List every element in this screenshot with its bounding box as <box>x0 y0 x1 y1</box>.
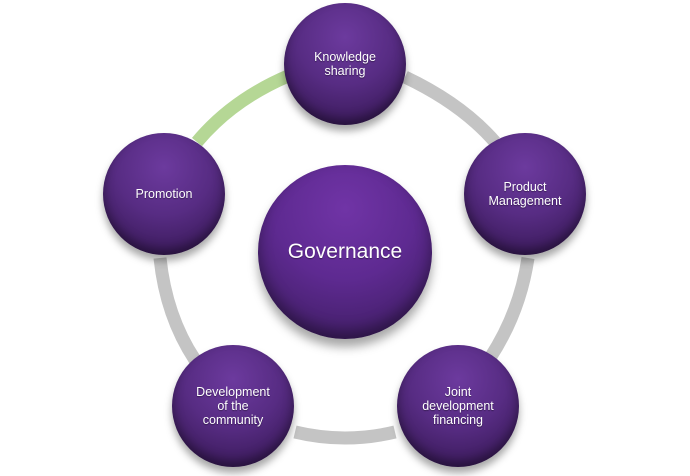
knowledge-sharing-label: Knowledge sharing <box>314 50 376 78</box>
joint-development-financing-node: Joint development financing <box>397 345 519 467</box>
promotion-node: Promotion <box>103 133 225 255</box>
development-community-node: Development of the community <box>172 345 294 467</box>
governance-label: Governance <box>287 240 403 263</box>
joint-development-financing-label: Joint development financing <box>422 385 494 427</box>
ring-arc-community-promotion <box>153 257 201 364</box>
governance-node: Governance <box>258 165 432 339</box>
product-management-node: Product Management <box>464 133 586 255</box>
knowledge-sharing-node: Knowledge sharing <box>284 3 406 125</box>
ring-arc-promotion-knowledge <box>192 70 291 147</box>
product-management-label: Product Management <box>488 180 562 208</box>
development-community-label: Development of the community <box>196 385 270 427</box>
ring-arc-product-joint <box>484 257 535 362</box>
ring-arc-joint-community <box>293 425 397 445</box>
ring-arc-knowledge-product <box>402 71 500 147</box>
promotion-label: Promotion <box>135 187 193 201</box>
